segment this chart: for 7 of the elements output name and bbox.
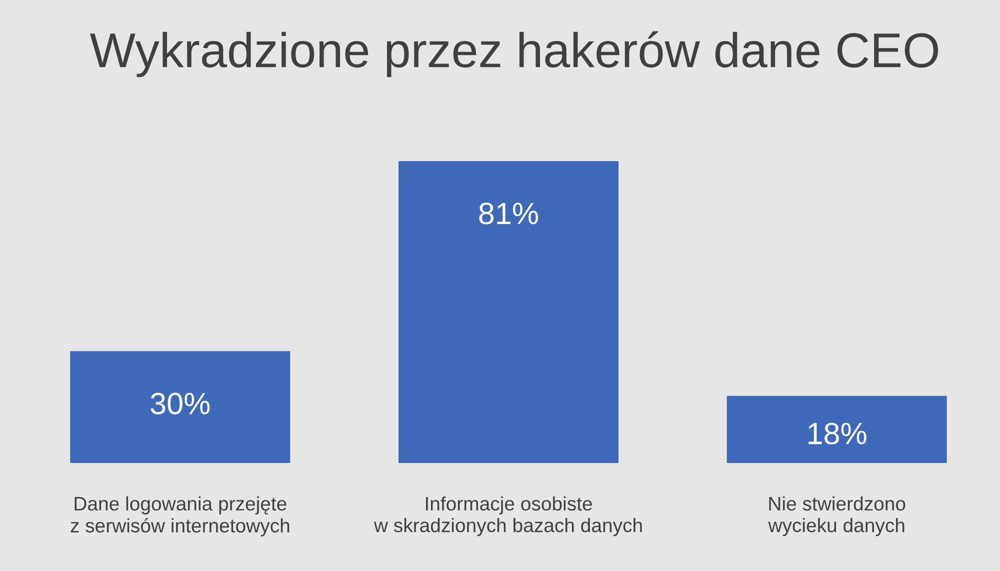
x-tick-label: Dane logowania przejęte z serwisów internetowych (70, 496, 290, 536)
data-label: 18% (808, 422, 866, 444)
chart-title: Wykradzione przez hakerów dane CEO (90, 31, 938, 78)
data-label: 30% (150, 392, 210, 414)
data-label: 81% (479, 202, 538, 224)
x-tick-label: Informacje osobiste w skradzionych bazach danych (374, 496, 642, 536)
x-tick-label: Nie stwierdzono wycieku danych (768, 496, 906, 536)
